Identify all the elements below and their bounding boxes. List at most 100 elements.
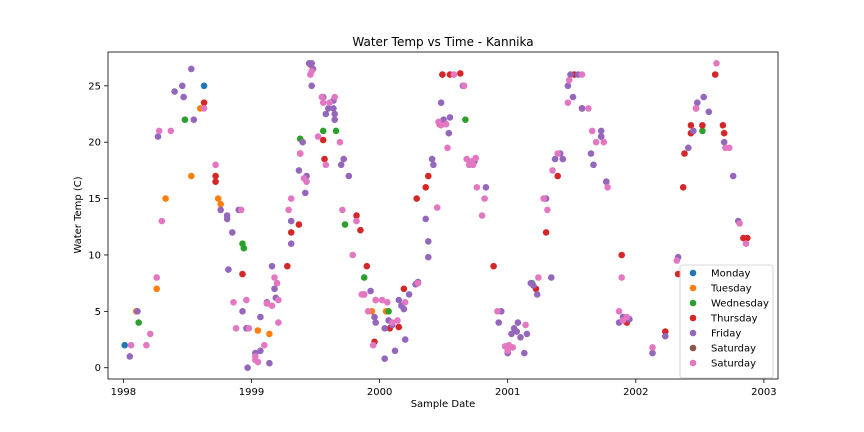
chart-title: Water Temp vs Time - Kannika [352,35,533,49]
data-point [263,300,271,307]
data-point [494,308,501,315]
data-point [243,296,250,304]
data-point [694,99,701,106]
data-point [339,206,346,214]
data-point [155,127,163,135]
data-point [332,127,340,135]
data-point [662,328,669,335]
data-point [729,172,737,180]
data-point [425,238,432,245]
data-point [462,116,469,123]
data-point [445,129,453,137]
data-point [699,122,706,129]
data-point [544,206,551,214]
data-point [285,206,292,214]
data-point [217,206,224,214]
data-point [414,279,422,287]
data-point [381,355,389,363]
data-point [442,120,450,128]
y-tick-label: 25 [88,81,101,92]
data-point [134,308,141,315]
data-point [450,71,458,78]
data-point [567,71,574,78]
plot-area [107,51,779,380]
legend-marker [689,329,697,337]
data-point [353,217,360,225]
data-point [679,184,687,191]
data-point [273,279,281,287]
x-tick-label: 2000 [367,387,392,398]
y-axis: 0 5 10 15 20 25 [88,81,108,374]
data-point [200,99,208,106]
data-point [287,240,295,247]
legend-marker [689,359,697,367]
data-point [469,161,477,169]
data-point [268,262,276,270]
data-point [287,229,295,236]
data-point [400,305,408,313]
data-point [181,116,189,123]
data-point [687,122,695,129]
y-tick-label: 0 [95,363,101,374]
data-point [331,93,339,101]
data-point [266,330,273,338]
data-point [319,136,327,144]
data-point [295,221,303,228]
data-point [395,296,403,304]
data-point [190,116,198,123]
data-point [318,93,326,101]
data-point [585,105,592,112]
data-point [564,82,572,90]
data-point [266,359,273,367]
data-point [504,347,512,355]
data-point [239,270,246,278]
data-point [127,341,135,349]
data-point [121,341,128,349]
data-point [446,114,454,121]
data-point [287,217,295,225]
data-point [337,161,345,169]
data-point [212,172,219,180]
data-point [700,93,707,101]
x-tick-label: 1998 [111,387,136,398]
data-point [523,330,531,338]
data-point [188,172,195,180]
data-point [237,206,245,214]
data-point [463,155,471,163]
data-point [275,296,282,304]
data-point [597,133,605,140]
legend-label: Saturday [711,344,756,355]
data-point [257,347,264,355]
data-point [618,274,625,281]
data-point [135,319,142,326]
data-point [200,105,208,112]
data-point [330,105,337,112]
data-point [564,99,572,106]
data-point [705,108,713,116]
data-point [400,285,408,293]
x-axis-label: Sample Date [411,399,476,410]
data-point [587,150,595,157]
data-point [271,285,278,293]
data-point [623,313,631,321]
data-point [162,195,169,202]
data-point [261,341,268,349]
data-point [495,319,503,326]
data-point [578,71,586,78]
data-point [588,127,596,135]
data-point [308,60,316,67]
legend-marker [689,299,697,307]
data-point [460,82,468,90]
data-point [433,204,441,211]
data-point [271,274,278,281]
data-point [239,308,246,315]
data-point [322,110,330,118]
data-point [473,184,481,191]
data-point [360,291,368,298]
data-point [341,221,349,228]
legend-marker [689,284,697,292]
data-point [254,358,262,366]
data-point [699,127,706,135]
data-point [364,308,372,315]
